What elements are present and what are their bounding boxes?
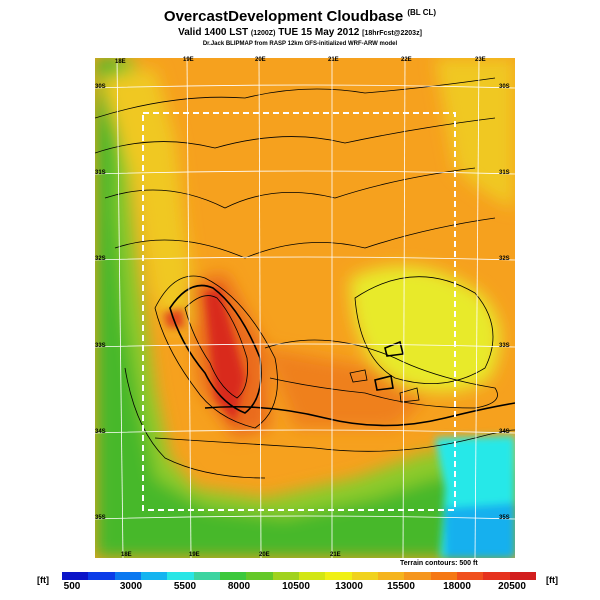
color-scale-swatch: [377, 572, 405, 580]
terrain-contour-note: Terrain contours: 500 ft: [400, 560, 478, 567]
color-scale-swatch: [62, 572, 89, 580]
title-subscript: (BL CL): [407, 8, 437, 17]
grid-parallel: [95, 429, 515, 434]
legend-tick: 8000: [227, 581, 251, 592]
color-scale-swatch: [509, 572, 536, 580]
color-scale-swatch: [167, 572, 194, 580]
contour-line: [349, 369, 368, 383]
lat-label: 31S: [95, 170, 106, 176]
color-scale-swatch: [351, 572, 378, 580]
contour-line: [95, 117, 496, 154]
contour-line: [374, 375, 394, 391]
color-scale-swatch: [456, 572, 484, 580]
lat-label: 30S: [95, 84, 106, 90]
legend-tick: 5500: [173, 581, 197, 592]
legend-unit-left: [ft]: [37, 575, 49, 585]
lat-label: 33S: [95, 343, 106, 349]
field-fill: [95, 58, 515, 558]
grid-meridian: [116, 58, 124, 558]
color-scale-swatch: [246, 572, 273, 580]
contour-line: [154, 429, 515, 452]
valid-time: Valid 1400 LST: [178, 27, 249, 38]
lon-label: 18E: [115, 59, 126, 65]
map-title: OvercastDevelopment Cloudbase (BL CL): [0, 8, 600, 25]
contour-line: [264, 339, 498, 409]
contour-line: [384, 340, 404, 357]
legend-tick: 20500: [498, 581, 526, 592]
lon-label: 19E: [183, 57, 194, 63]
lat-label: 31S: [499, 170, 510, 176]
lon-label: 20E: [259, 552, 270, 558]
contour-line: [354, 276, 494, 384]
legend-tick: 18000: [443, 581, 471, 592]
grid-meridian: [474, 58, 480, 558]
field-west-yellow: [100, 68, 205, 333]
lat-label: 35S: [499, 515, 510, 521]
field-east-yellow: [350, 266, 501, 392]
grid-parallel: [95, 343, 515, 348]
color-scale-swatch: [298, 572, 326, 580]
legend-tick: 13000: [335, 581, 363, 592]
lon-label: 21E: [330, 552, 341, 558]
lat-label: 32S: [499, 256, 510, 262]
valid-date: TUE 15 May 2012: [278, 27, 360, 38]
contour-line: [104, 167, 476, 209]
lon-label: 18E: [121, 552, 132, 558]
cloudbase-map[interactable]: 18E 19E 20E 21E 22E 23E 18E 19E 20E 21E …: [95, 57, 515, 558]
grid-meridian: [186, 58, 192, 558]
color-scale-swatch: [114, 572, 141, 580]
lat-label: 35S: [95, 515, 106, 521]
legend-tick: 500: [63, 581, 81, 592]
color-scale-swatch: [272, 572, 299, 580]
contour-line: [169, 284, 262, 414]
lat-label: 34S: [95, 429, 106, 435]
model-credit: Dr.Jack BLIPMAP from RASP 12km GFS-initi…: [202, 41, 398, 47]
lat-label: 32S: [95, 256, 106, 262]
grid-parallel: [95, 515, 515, 520]
lat-label: 33S: [499, 343, 510, 349]
contour-line: [154, 275, 278, 429]
color-scale-swatch: [140, 572, 168, 580]
legend-tick: 10500: [282, 581, 310, 592]
terrain-contours: [95, 77, 515, 479]
color-scale-swatch: [193, 572, 220, 580]
color-scale-bar: [62, 572, 536, 580]
grid-parallel: [95, 84, 515, 89]
lon-label: 20E: [255, 57, 266, 63]
contour-line: [184, 295, 248, 399]
grid-meridian: [258, 58, 262, 558]
lon-label: 22E: [401, 57, 412, 63]
grid-parallel: [95, 170, 515, 175]
lat-label: 34S: [499, 429, 510, 435]
contour-line: [399, 387, 420, 403]
map-svg: [95, 58, 515, 558]
color-scale-swatch: [483, 572, 510, 580]
lon-label: 19E: [189, 552, 200, 558]
color-scale-swatch: [430, 572, 457, 580]
contour-line: [95, 77, 496, 119]
field-east-orange: [265, 348, 425, 428]
valid-time-line: Valid 1400 LST (1200Z) TUE 15 May 2012 […: [0, 27, 600, 38]
field-blue: [445, 503, 515, 558]
lon-label: 21E: [328, 57, 339, 63]
legend-tick: 15500: [387, 581, 415, 592]
contour-line: [124, 367, 266, 479]
lat-label: 30S: [499, 84, 510, 90]
legend-tick: 3000: [119, 581, 143, 592]
title-text: OvercastDevelopment Cloudbase: [163, 8, 404, 25]
grid-meridian: [402, 58, 406, 558]
legend-unit-right: [ft]: [546, 575, 558, 585]
grid-parallel: [95, 256, 515, 261]
field-ne-yellow: [435, 58, 515, 208]
forecast-domain-boundary: [142, 112, 456, 511]
grid-lines: [95, 58, 515, 558]
lon-label: 23E: [475, 57, 486, 63]
color-scale-swatch: [219, 572, 247, 580]
forecast-tag: [18hrFcst@2203z]: [362, 30, 422, 37]
color-scale-swatch: [325, 572, 352, 580]
valid-utc: (1200Z): [250, 30, 276, 37]
color-scale-swatch: [88, 572, 115, 580]
contour-line: [114, 217, 496, 259]
color-scale-swatch: [404, 572, 431, 580]
